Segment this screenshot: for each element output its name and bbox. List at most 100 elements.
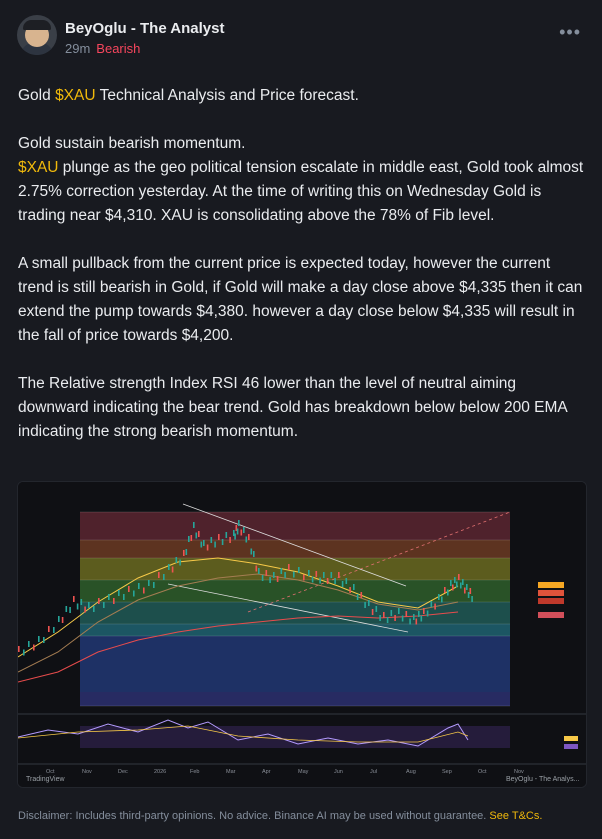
candle [458, 574, 460, 580]
ticker-link[interactable]: $XAU [18, 159, 59, 176]
candle [206, 544, 209, 551]
candle [250, 548, 253, 555]
post-time: 29m [65, 41, 91, 56]
fib-zone-6 [80, 624, 510, 636]
candle [179, 559, 181, 566]
candle [398, 608, 400, 614]
candle [69, 607, 71, 613]
author-name[interactable]: BeyOglu - The Analyst [65, 20, 225, 37]
ticker-link[interactable]: $XAU [55, 87, 96, 104]
trend-dashed [247, 511, 511, 613]
candle [409, 618, 411, 625]
post-title: Gold $XAU Technical Analysis and Price f… [18, 84, 586, 108]
candle [430, 601, 433, 607]
candle [253, 551, 255, 557]
candle [375, 606, 378, 612]
candle [420, 615, 423, 622]
post-paragraph-2: $XAU plunge as the geo political tension… [18, 156, 586, 228]
candle [379, 615, 381, 621]
candle [234, 533, 236, 540]
candle [265, 570, 268, 576]
candle [426, 610, 429, 617]
chart-svg: Oct Nov Dec 2026 Feb Mar Apr May Jun Jul Aug Sep Oct… [18, 482, 586, 787]
candle [65, 606, 68, 612]
candle [454, 577, 456, 583]
candle [383, 612, 385, 618]
candle [133, 590, 135, 597]
candle [258, 568, 260, 574]
candle [185, 549, 188, 555]
candle [103, 602, 105, 608]
candle [233, 530, 235, 536]
candle [345, 578, 348, 584]
candle [61, 617, 64, 623]
time-tick-label: Oct [46, 769, 55, 775]
more-icon[interactable]: ••• [559, 22, 581, 42]
post-paragraph-4: The Relative strength Index RSI 46 lower… [18, 375, 567, 440]
candle [163, 574, 165, 580]
candle [235, 525, 238, 531]
candle [452, 584, 454, 591]
candle [143, 587, 145, 594]
candle [338, 572, 340, 578]
candle [462, 579, 464, 585]
candle [203, 540, 205, 546]
candle [28, 641, 30, 647]
candle [371, 609, 374, 615]
candle [349, 587, 351, 593]
ema-200 [18, 611, 459, 683]
candle [245, 536, 248, 543]
candle [171, 566, 174, 573]
candle [98, 598, 100, 604]
candle [93, 606, 95, 612]
candle [456, 581, 458, 588]
chart-image[interactable]: Oct Nov Dec 2026 Feb Mar Apr May Jun Jul Aug Sep Oct… [17, 481, 587, 788]
price-candles [18, 520, 473, 656]
candle [460, 582, 462, 589]
post-body: Gold $XAU Technical Analysis and Price f… [18, 84, 586, 444]
candle [73, 596, 75, 602]
candle [80, 599, 83, 605]
candle [273, 572, 275, 578]
candle [175, 557, 178, 563]
candle [360, 592, 363, 598]
candle [326, 578, 329, 584]
price-tag-4 [538, 612, 564, 618]
ema-50 [18, 557, 459, 658]
terms-link[interactable]: See T&Cs. [489, 810, 543, 822]
candle [368, 600, 370, 606]
time-tick-label: Jul [370, 769, 377, 775]
candle [261, 575, 264, 581]
candle [58, 616, 60, 622]
candle [447, 589, 449, 596]
candle [341, 581, 344, 587]
candle [401, 615, 404, 622]
paragraph-2-text: plunge as the geo political tension esca… [18, 159, 584, 224]
candle [444, 587, 446, 593]
candle [311, 576, 314, 583]
candle [138, 583, 140, 589]
avatar[interactable] [17, 15, 57, 55]
candle [405, 611, 408, 617]
time-tick-label: 2026 [154, 769, 166, 775]
candle [334, 578, 336, 584]
candle [415, 618, 418, 625]
candle [214, 541, 216, 548]
candle [195, 532, 198, 539]
candle [269, 577, 271, 583]
time-tick-label: Nov [514, 769, 524, 775]
candle [128, 586, 130, 592]
time-tick-label: Mar [226, 769, 236, 775]
time-tick-label: Dec [118, 769, 128, 775]
post-paragraph-1: Gold sustain bearish momentum. [18, 135, 246, 152]
chart-author: BeyOglu - The Analys... [506, 776, 579, 783]
title-prefix: Gold [18, 87, 56, 104]
disclaimer-text: Disclaimer: Includes third-party opinion… [18, 810, 490, 822]
post-paragraph-3: A small pullback from the current price … [18, 255, 583, 344]
candle [280, 568, 283, 574]
candle [225, 532, 228, 538]
candle [53, 627, 55, 633]
candle [466, 584, 468, 590]
candle [276, 576, 279, 582]
fib-zone-4 [80, 580, 510, 602]
